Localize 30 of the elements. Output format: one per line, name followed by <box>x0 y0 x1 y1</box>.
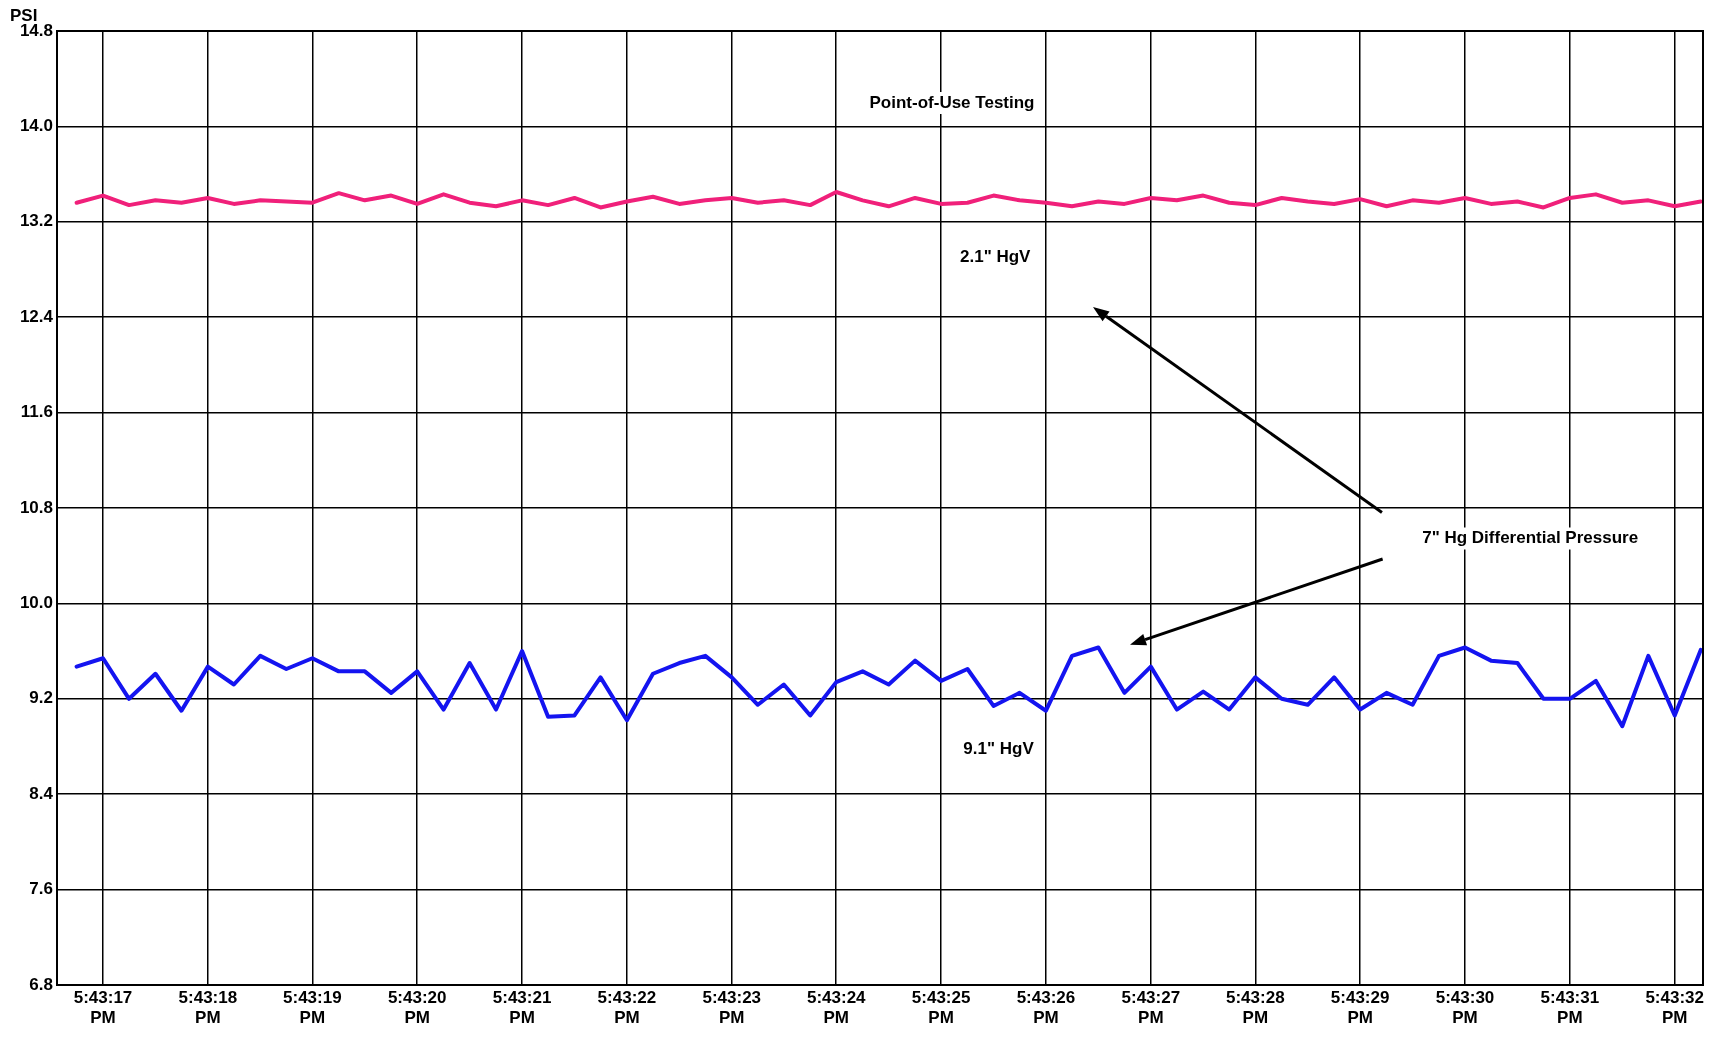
annotation: 7" Hg Differential Pressure <box>1422 528 1639 548</box>
x-tick-label: 5:43:30 PM <box>1435 987 1495 1028</box>
x-tick-label: 5:43:17 PM <box>73 987 133 1028</box>
x-tick-label: 5:43:28 PM <box>1225 987 1285 1028</box>
x-tick-label: 5:43:19 PM <box>283 987 342 1028</box>
y-tick-label: 7.6 <box>29 879 53 899</box>
y-tick-label: 12.4 <box>19 306 54 326</box>
text: Point-of-Use Testing <box>869 92 1035 112</box>
x-tick-label: 5:43:20 PM <box>387 987 447 1028</box>
x-tick-label: 5:43:25 PM <box>911 987 971 1028</box>
x-tick-label: 5:43:29 PM <box>1330 987 1390 1028</box>
x-tick-label: 5:43:27 PM <box>1121 987 1181 1028</box>
annotation: 2.1" HgV <box>960 246 1032 266</box>
y-tick-label: 9.2 <box>29 688 53 708</box>
y-tick-label: 8.4 <box>29 783 54 803</box>
y-tick-label: 10.0 <box>19 593 53 613</box>
y-tick-label: 14.0 <box>19 116 53 136</box>
x-tick-label: 5:43:22 PM <box>597 987 657 1028</box>
y-tick-label: 11.6 <box>20 402 53 422</box>
x-tick-label: 5:43:18 PM <box>178 987 238 1028</box>
y-tick-label: 6.8 <box>29 974 53 994</box>
x-tick-label: 5:43:24 PM <box>806 987 867 1028</box>
x-tick-label: 5:43:21 PM <box>492 987 552 1028</box>
x-tick-label: 5:43:32 PM <box>1645 987 1705 1028</box>
x-tick-label: 5:43:31 PM <box>1540 987 1600 1028</box>
annotation: 9.1" HgV <box>963 739 1035 759</box>
y-tick-label: 10.8 <box>19 497 53 517</box>
x-tick-label: 5:43:26 PM <box>1016 987 1076 1028</box>
y-tick-label: 13.2 <box>19 211 53 231</box>
x-tick-label: 5:43:23 PM <box>702 987 762 1028</box>
